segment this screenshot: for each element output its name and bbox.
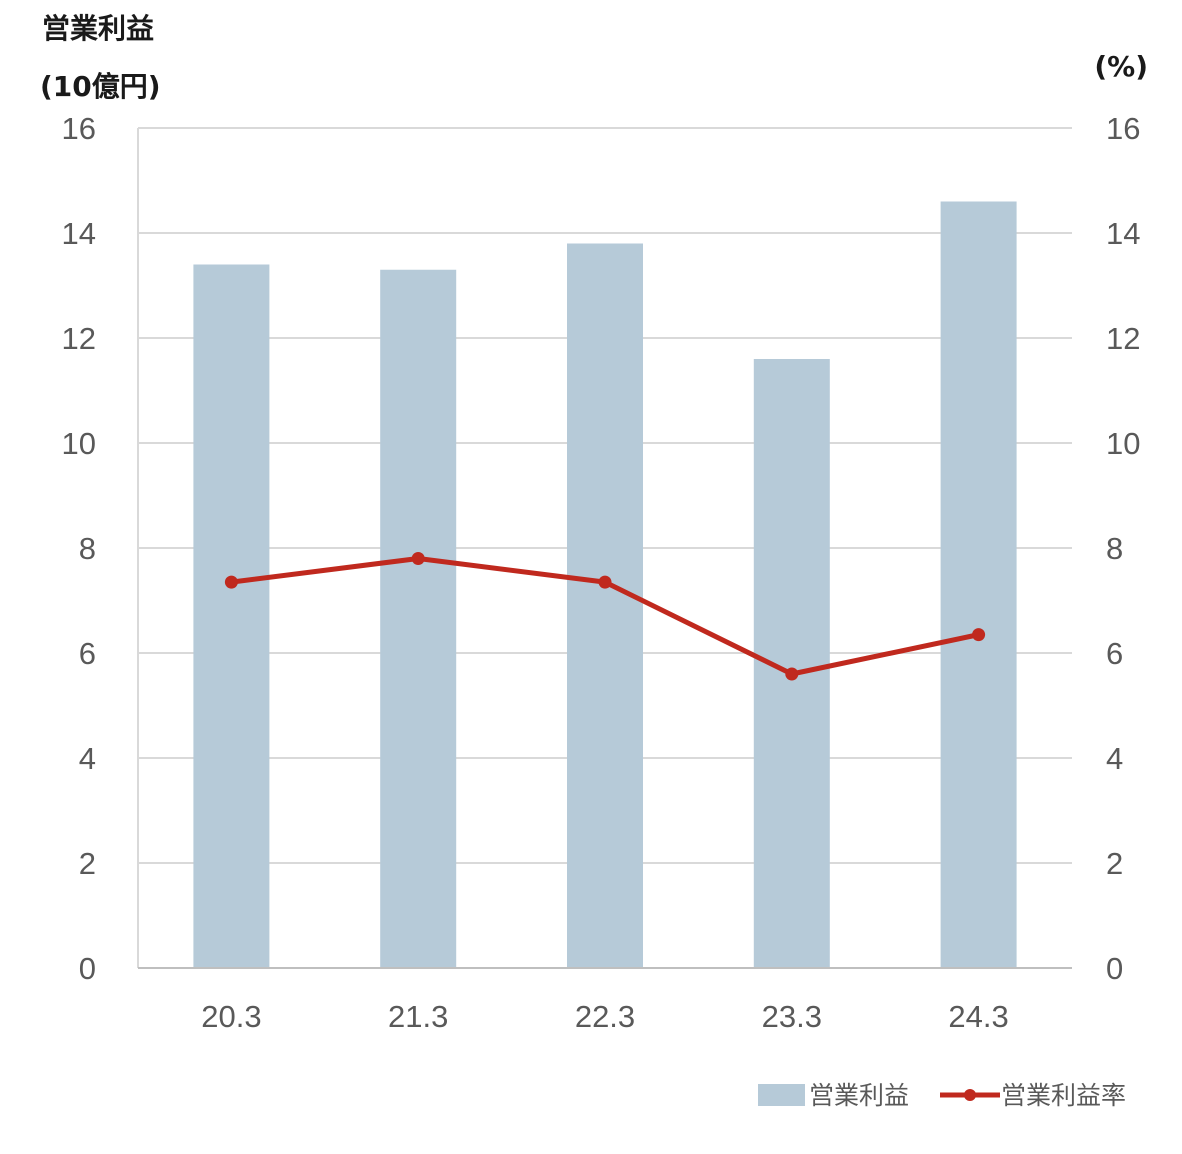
y-tick-label: 4: [79, 741, 96, 776]
y2-tick-label: 6: [1106, 636, 1123, 671]
rate-point: [972, 628, 986, 642]
bar: [940, 201, 1017, 968]
y-tick-label: 12: [62, 321, 96, 356]
y2-tick-label: 16: [1106, 111, 1140, 146]
rate-point: [411, 552, 425, 565]
legend-label-line: 営業利益率: [1001, 1081, 1126, 1110]
y-tick-label: 6: [79, 636, 96, 671]
y-tick-label: 10: [62, 426, 96, 461]
y2-tick-label: 8: [1106, 531, 1123, 566]
y2-axis-label: (%): [1094, 50, 1148, 83]
y2-tick-label: 14: [1106, 216, 1140, 251]
chart-title: 営業利益: [42, 12, 154, 45]
legend-label-bar: 営業利益: [809, 1081, 909, 1110]
x-tick-label: 21.3: [388, 999, 448, 1034]
axes: [137, 128, 1072, 969]
legend: 営業利益 営業利益率: [758, 1081, 1126, 1110]
y-tick-label: 0: [79, 951, 96, 986]
y-tick-label: 8: [79, 531, 96, 566]
rate-point: [785, 667, 799, 681]
y2-tick-label: 4: [1106, 741, 1123, 776]
y-tick-label: 16: [62, 111, 96, 146]
tick-labels: 0 2 4 6 8 10 12 14 16 0 2 4 6 8 10 12 14 16 20.3 21.3 22.3 23…: [62, 111, 1141, 1034]
y2-tick-label: 2: [1106, 846, 1123, 881]
rate-line-series: [224, 552, 986, 681]
bar: [193, 264, 270, 968]
x-tick-label: 23.3: [762, 999, 822, 1034]
rate-point: [224, 575, 238, 589]
bar: [567, 243, 643, 968]
rate-point: [598, 575, 612, 589]
legend-swatch-marker: [964, 1089, 976, 1101]
x-tick-label: 20.3: [201, 999, 261, 1034]
y2-tick-label: 10: [1106, 426, 1140, 461]
legend-swatch-bar: [758, 1084, 805, 1106]
bar: [380, 269, 457, 968]
x-tick-label: 22.3: [575, 999, 635, 1034]
x-tick-label: 24.3: [948, 999, 1008, 1034]
y2-tick-label: 0: [1106, 951, 1123, 986]
y2-tick-label: 12: [1106, 321, 1140, 356]
y-axis-label: (10億円): [40, 70, 161, 103]
y-tick-label: 14: [62, 216, 96, 251]
y-tick-label: 2: [79, 846, 96, 881]
